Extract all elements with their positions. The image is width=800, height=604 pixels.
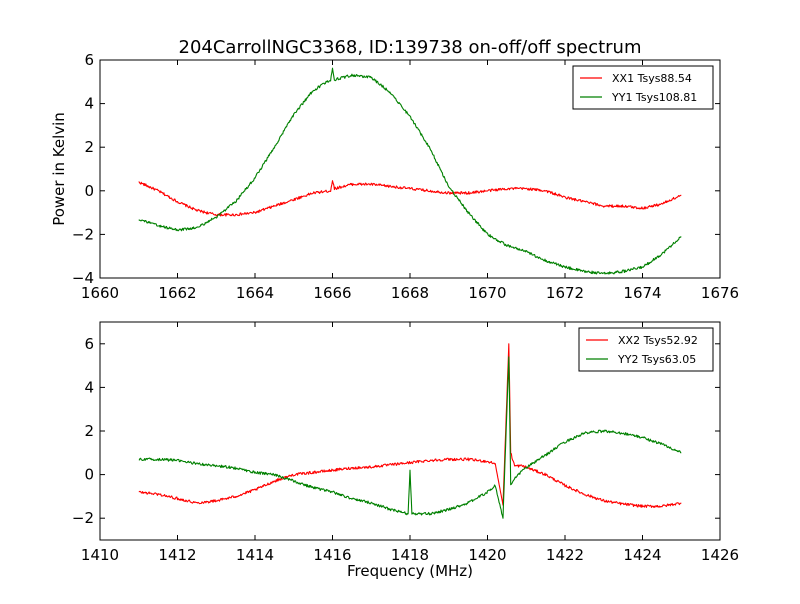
- x-tick-label: 1660: [81, 284, 119, 302]
- legend-label: XX2 Tsys52.92: [618, 334, 698, 347]
- x-tick-label: 1662: [158, 284, 196, 302]
- x-tick-label: 1418: [391, 546, 429, 564]
- y-tick-label: −2: [72, 509, 94, 527]
- y-tick-label: 2: [84, 422, 94, 440]
- y-tick-label: −2: [72, 225, 94, 243]
- y-tick-label: 6: [84, 335, 94, 353]
- x-tick-label: 1420: [468, 546, 506, 564]
- legend-box: [572, 65, 714, 110]
- x-tick-label: 1670: [468, 284, 506, 302]
- legend-label: XX1 Tsys88.54: [612, 72, 692, 85]
- x-tick-label: 1416: [313, 546, 351, 564]
- y-tick-label: 4: [84, 378, 94, 396]
- y-axis-label: Power in Kelvin: [50, 112, 68, 226]
- series-line-2: [138, 67, 682, 275]
- y-tick-label: 6: [84, 51, 94, 69]
- x-tick-label: 1422: [546, 546, 584, 564]
- y-tick-label: 2: [84, 138, 94, 156]
- legend-box: [578, 327, 714, 372]
- series-line-2: [138, 356, 682, 519]
- panel-1: 1660 1662 1664 1666 1668 1670 1672 1674 1676 −4 −2…: [72, 51, 739, 302]
- series-line-1: [138, 180, 682, 217]
- x-tick-label: 1424: [623, 546, 661, 564]
- chart-title: 204CarrollNGC3368, ID:139738 on-off/off …: [179, 37, 642, 58]
- legend: XX1 Tsys88.54 YY1 Tsys108.81: [572, 65, 714, 110]
- x-tick-label: 1414: [236, 546, 274, 564]
- legend-label: YY2 Tsys63.05: [617, 353, 696, 366]
- y-tick-label: 0: [84, 182, 94, 200]
- x-tick-label: 1410: [81, 546, 119, 564]
- y-tick-label: 0: [84, 466, 94, 484]
- y-tick-label: 4: [84, 95, 94, 113]
- x-tick-label: 1664: [236, 284, 274, 302]
- x-axis-label: Frequency (MHz): [347, 562, 473, 580]
- x-tick-label: 1676: [701, 284, 739, 302]
- x-tick-label: 1666: [313, 284, 351, 302]
- x-tick-label: 1668: [391, 284, 429, 302]
- y-tick-label: −4: [72, 269, 94, 287]
- x-tick-label: 1674: [623, 284, 661, 302]
- x-tick-label: 1426: [701, 546, 739, 564]
- legend-label: YY1 Tsys108.81: [611, 91, 697, 104]
- panels: 1660 1662 1664 1666 1668 1670 1672 1674 1676 −4 −2…: [72, 51, 739, 564]
- legend: XX2 Tsys52.92 YY2 Tsys63.05: [578, 327, 714, 372]
- panel-2: 1410 1412 1414 1416 1418 1420 1422 1424 1426 −2 0 2…: [72, 321, 739, 564]
- series-line-1: [138, 343, 682, 508]
- x-tick-label: 1672: [546, 284, 584, 302]
- x-tick-label: 1412: [158, 546, 196, 564]
